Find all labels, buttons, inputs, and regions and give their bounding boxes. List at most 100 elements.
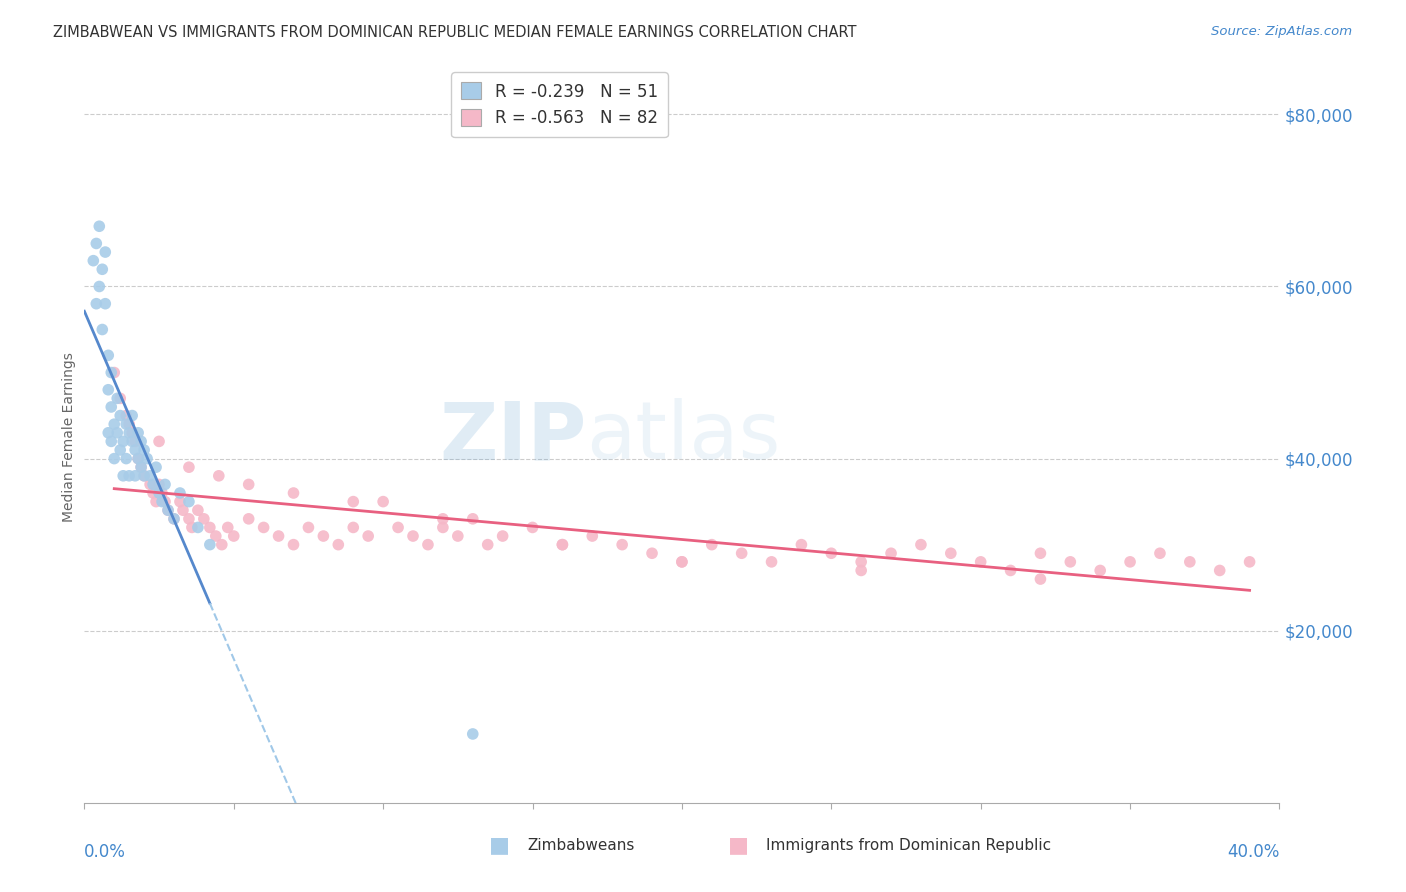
Point <box>312 529 335 543</box>
Point <box>177 494 200 508</box>
Point <box>100 434 122 449</box>
Point <box>115 409 138 423</box>
Point <box>157 503 180 517</box>
Point <box>342 494 364 508</box>
Point <box>169 494 191 508</box>
Text: ZIMBABWEAN VS IMMIGRANTS FROM DOMINICAN REPUBLIC MEDIAN FEMALE EARNINGS CORRELAT: ZIMBABWEAN VS IMMIGRANTS FROM DOMINICAN … <box>53 25 856 40</box>
Point <box>217 520 239 534</box>
Point <box>373 494 395 508</box>
Point <box>193 512 215 526</box>
Point <box>94 245 117 260</box>
Text: 40.0%: 40.0% <box>1227 843 1279 861</box>
Point <box>416 538 439 552</box>
Text: atlas: atlas <box>586 398 780 476</box>
Point <box>187 520 209 534</box>
Point <box>731 546 754 560</box>
Point <box>551 538 574 552</box>
Point <box>89 219 111 234</box>
Point <box>181 520 204 534</box>
Point <box>103 366 125 380</box>
Point <box>105 425 128 440</box>
Point <box>447 529 470 543</box>
Point <box>432 520 454 534</box>
Point <box>177 512 200 526</box>
Point <box>132 468 156 483</box>
Point <box>163 512 186 526</box>
Point <box>1119 555 1142 569</box>
Point <box>112 434 135 449</box>
Point <box>492 529 515 543</box>
Point <box>820 546 842 560</box>
Point <box>124 468 146 483</box>
Point <box>1000 564 1022 578</box>
Point <box>127 425 149 440</box>
Point <box>700 538 723 552</box>
Point <box>761 555 783 569</box>
Point <box>103 417 125 432</box>
Point <box>222 529 245 543</box>
Point <box>790 538 813 552</box>
Point <box>461 512 484 526</box>
Point <box>851 564 873 578</box>
Point <box>86 296 108 310</box>
Point <box>671 555 693 569</box>
Point <box>124 434 146 449</box>
Point <box>112 468 135 483</box>
Point <box>177 460 200 475</box>
Point <box>1029 546 1052 560</box>
Point <box>148 434 170 449</box>
Point <box>1029 572 1052 586</box>
Point <box>187 503 209 517</box>
Point <box>100 366 122 380</box>
Point <box>157 503 180 517</box>
Point <box>1059 555 1081 569</box>
Point <box>132 442 156 457</box>
Point <box>124 442 146 457</box>
Point <box>211 538 233 552</box>
Point <box>1149 546 1171 560</box>
Point <box>342 520 364 534</box>
Point <box>169 486 191 500</box>
Point <box>387 520 409 534</box>
Point <box>115 417 138 432</box>
Point <box>253 520 276 534</box>
Point <box>198 520 221 534</box>
Point <box>94 296 117 310</box>
Text: 0.0%: 0.0% <box>84 843 127 861</box>
Point <box>910 538 932 552</box>
Legend: R = -0.239   N = 51, R = -0.563   N = 82: R = -0.239 N = 51, R = -0.563 N = 82 <box>451 72 668 137</box>
Point <box>970 555 993 569</box>
Text: Zimbabweans: Zimbabweans <box>527 838 634 853</box>
Point <box>97 348 120 362</box>
Point <box>939 546 962 560</box>
Point <box>100 400 122 414</box>
Point <box>163 512 186 526</box>
Point <box>129 460 152 475</box>
Point <box>148 486 170 500</box>
Point <box>357 529 380 543</box>
Point <box>82 253 104 268</box>
Point <box>522 520 544 534</box>
Point <box>581 529 603 543</box>
Point <box>132 468 156 483</box>
Point <box>97 425 120 440</box>
Point <box>432 512 454 526</box>
Point <box>283 538 305 552</box>
Text: Immigrants from Dominican Republic: Immigrants from Dominican Republic <box>766 838 1052 853</box>
Point <box>97 383 120 397</box>
Point <box>142 486 165 500</box>
Text: ■: ■ <box>728 836 748 855</box>
Point <box>238 512 260 526</box>
Point <box>1090 564 1112 578</box>
Point <box>110 409 132 423</box>
Point <box>477 538 499 552</box>
Point <box>1178 555 1201 569</box>
Point <box>127 451 149 466</box>
Point <box>145 494 167 508</box>
Point <box>86 236 108 251</box>
Point <box>172 503 194 517</box>
Point <box>121 409 143 423</box>
Point <box>121 434 143 449</box>
Point <box>1209 564 1232 578</box>
Point <box>641 546 664 560</box>
